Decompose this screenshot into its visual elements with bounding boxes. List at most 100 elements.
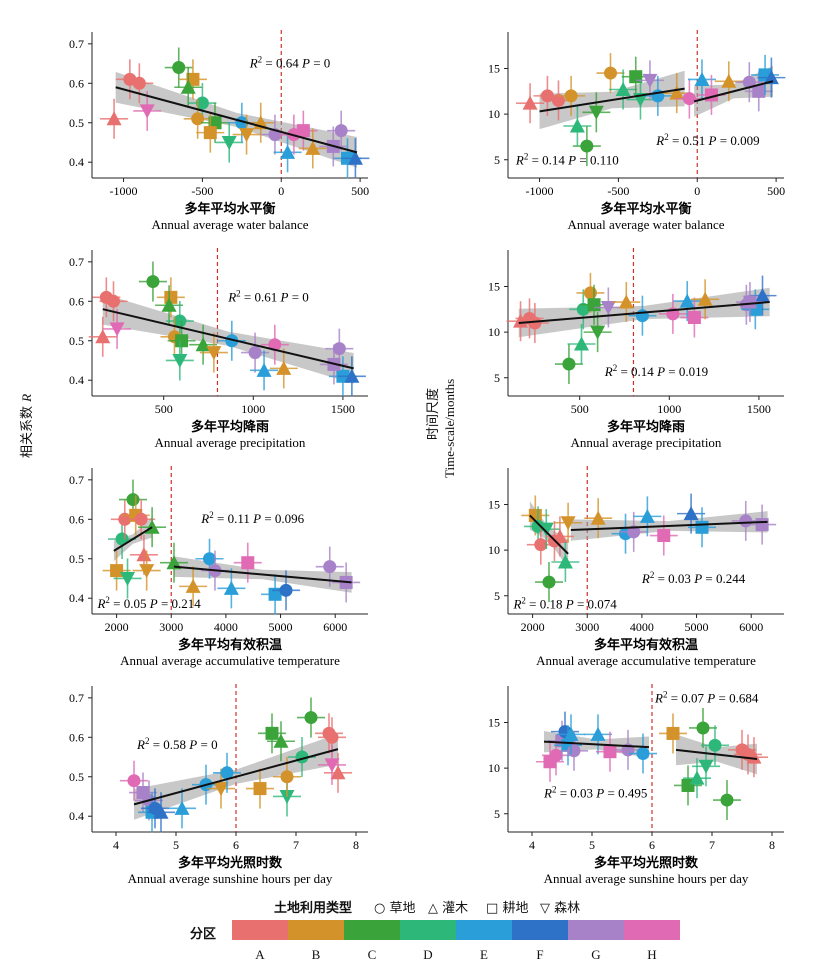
x-axis-label-en: Annual average precipitation: [155, 435, 306, 450]
x-tick-label: 3000: [575, 620, 599, 634]
x-axis-label-en: Annual average sunshine hours per day: [128, 871, 333, 886]
data-point: [714, 61, 743, 102]
p-value: = 0: [288, 289, 308, 304]
panel-b: 5 10 15 -1000 -500 0 500 多年平均水平衡 Annual average …: [416, 0, 832, 232]
x-tick-label: 1500: [331, 402, 355, 416]
data-point: [103, 308, 132, 349]
data-point: [341, 138, 370, 179]
triangle-down-icon: ▽: [540, 901, 550, 916]
marker-circle: [534, 538, 548, 552]
x-tick-label: 2000: [105, 620, 129, 634]
marker-triangle-up: [694, 71, 710, 86]
land-use-legend-title: 土地利用类型: [274, 901, 353, 916]
x-axis-label-cn: 多年平均光照时数: [594, 855, 699, 871]
marker-triangle-down: [588, 105, 604, 120]
marker-triangle-down: [600, 300, 616, 315]
data-point: [532, 509, 561, 550]
regression-line: [113, 526, 153, 552]
data-point: [196, 112, 225, 153]
marker-circle: [528, 316, 542, 330]
data-point: [165, 340, 194, 381]
marker-circle: [564, 89, 578, 103]
r2-exponent: 2: [524, 151, 529, 161]
data-point: [127, 499, 156, 540]
panel-e: 0.4 0.5 0.6 0.7 2000 3000 4000 5000 6000 多年平均有效积温…: [0, 436, 416, 668]
data-point: [189, 324, 218, 365]
marker-circle: [334, 124, 348, 138]
marker-triangle-up: [552, 528, 568, 543]
data-point: [554, 344, 583, 385]
marker-triangle-down: [279, 789, 295, 804]
marker-triangle-up: [174, 800, 190, 815]
data-point: [551, 541, 580, 582]
r2-value: = 0.07: [667, 690, 707, 705]
marker-circle: [173, 314, 187, 328]
y-tick-label: 0.6: [69, 730, 84, 744]
marker-square: [743, 295, 757, 309]
zone-legend-title: 分区: [190, 927, 217, 942]
chart-f: 5 10 15 2000 3000 4000 5000 6000 多年平均有效积温Annual …: [488, 466, 784, 668]
r2-exponent: 2: [552, 784, 557, 794]
zone-swatch-g: [568, 920, 624, 940]
marker-triangle-down: [642, 73, 658, 88]
y-tick-label: 0.7: [69, 255, 84, 269]
r2-exponent: 2: [258, 55, 263, 65]
zone-swatch-a: [232, 920, 288, 940]
r2-exponent: 2: [613, 363, 618, 373]
p-value: = 0.019: [665, 364, 708, 379]
regression-line: [570, 520, 768, 532]
p-value: = 0: [197, 737, 217, 752]
y-axis-label-correlation: 相关系数 R: [16, 394, 35, 458]
r2-symbol: R: [654, 690, 663, 705]
x-tick-label: 8: [769, 838, 775, 852]
data-point: [246, 768, 274, 809]
x-axis-label-cn: 多年平均有效积温: [594, 637, 698, 653]
y-tick-label: 0.5: [69, 552, 84, 566]
data-point: [649, 515, 678, 556]
marker-circle: [325, 730, 339, 744]
x-axis-label-cn: 多年平均水平衡: [600, 201, 691, 217]
marker-square: [203, 126, 217, 140]
r2-value: = 0.64: [262, 56, 302, 71]
marker-triangle-up: [573, 336, 589, 351]
data-point: [159, 542, 188, 583]
marker-triangle-up: [280, 144, 296, 159]
data-point: [113, 558, 142, 599]
marker-circle: [739, 514, 753, 528]
marker-circle: [549, 748, 563, 762]
legend-item-forest: ▽ 森林: [540, 897, 580, 916]
zone-swatch-f: [512, 920, 568, 940]
marker-square: [687, 311, 701, 325]
zone-label-d: D: [423, 947, 433, 962]
data-point: [673, 281, 702, 322]
marker-circle: [332, 342, 346, 356]
p-value: = 0.096: [261, 511, 305, 526]
legend: 土地利用类型 ○ 草地 △ 灌木 □ 耕地 ▽ 森林 分区 A B C D E F G H: [0, 885, 832, 976]
p-symbol: P: [656, 364, 665, 379]
regression-line: [115, 86, 358, 154]
y-tick-label: 0.5: [69, 116, 84, 130]
zone-swatch-d: [400, 920, 456, 940]
zone-swatch-h: [624, 920, 680, 940]
stat-annotation: R2 = 0.64 P = 0: [249, 55, 331, 71]
r2-value: = 0.03: [654, 571, 694, 586]
r2-symbol: R: [200, 511, 209, 526]
r2-symbol: R: [136, 737, 145, 752]
marker-triangle-up: [95, 329, 111, 344]
r2-symbol: R: [543, 785, 552, 800]
data-point: [267, 721, 295, 762]
marker-triangle-down: [538, 522, 554, 537]
data-point: [584, 498, 613, 539]
data-point: [168, 788, 196, 829]
x-tick-label: -1000: [526, 184, 554, 198]
x-axis-label-cn: 多年平均降雨: [191, 419, 269, 435]
zone-swatch-c: [344, 920, 400, 940]
marker-triangle-up: [136, 547, 152, 562]
y-tick-label: 15: [488, 498, 500, 512]
y-tick-label: 15: [488, 716, 500, 730]
marker-circle: [635, 309, 649, 323]
marker-triangle-down: [560, 516, 576, 531]
marker-triangle-up: [161, 297, 177, 312]
